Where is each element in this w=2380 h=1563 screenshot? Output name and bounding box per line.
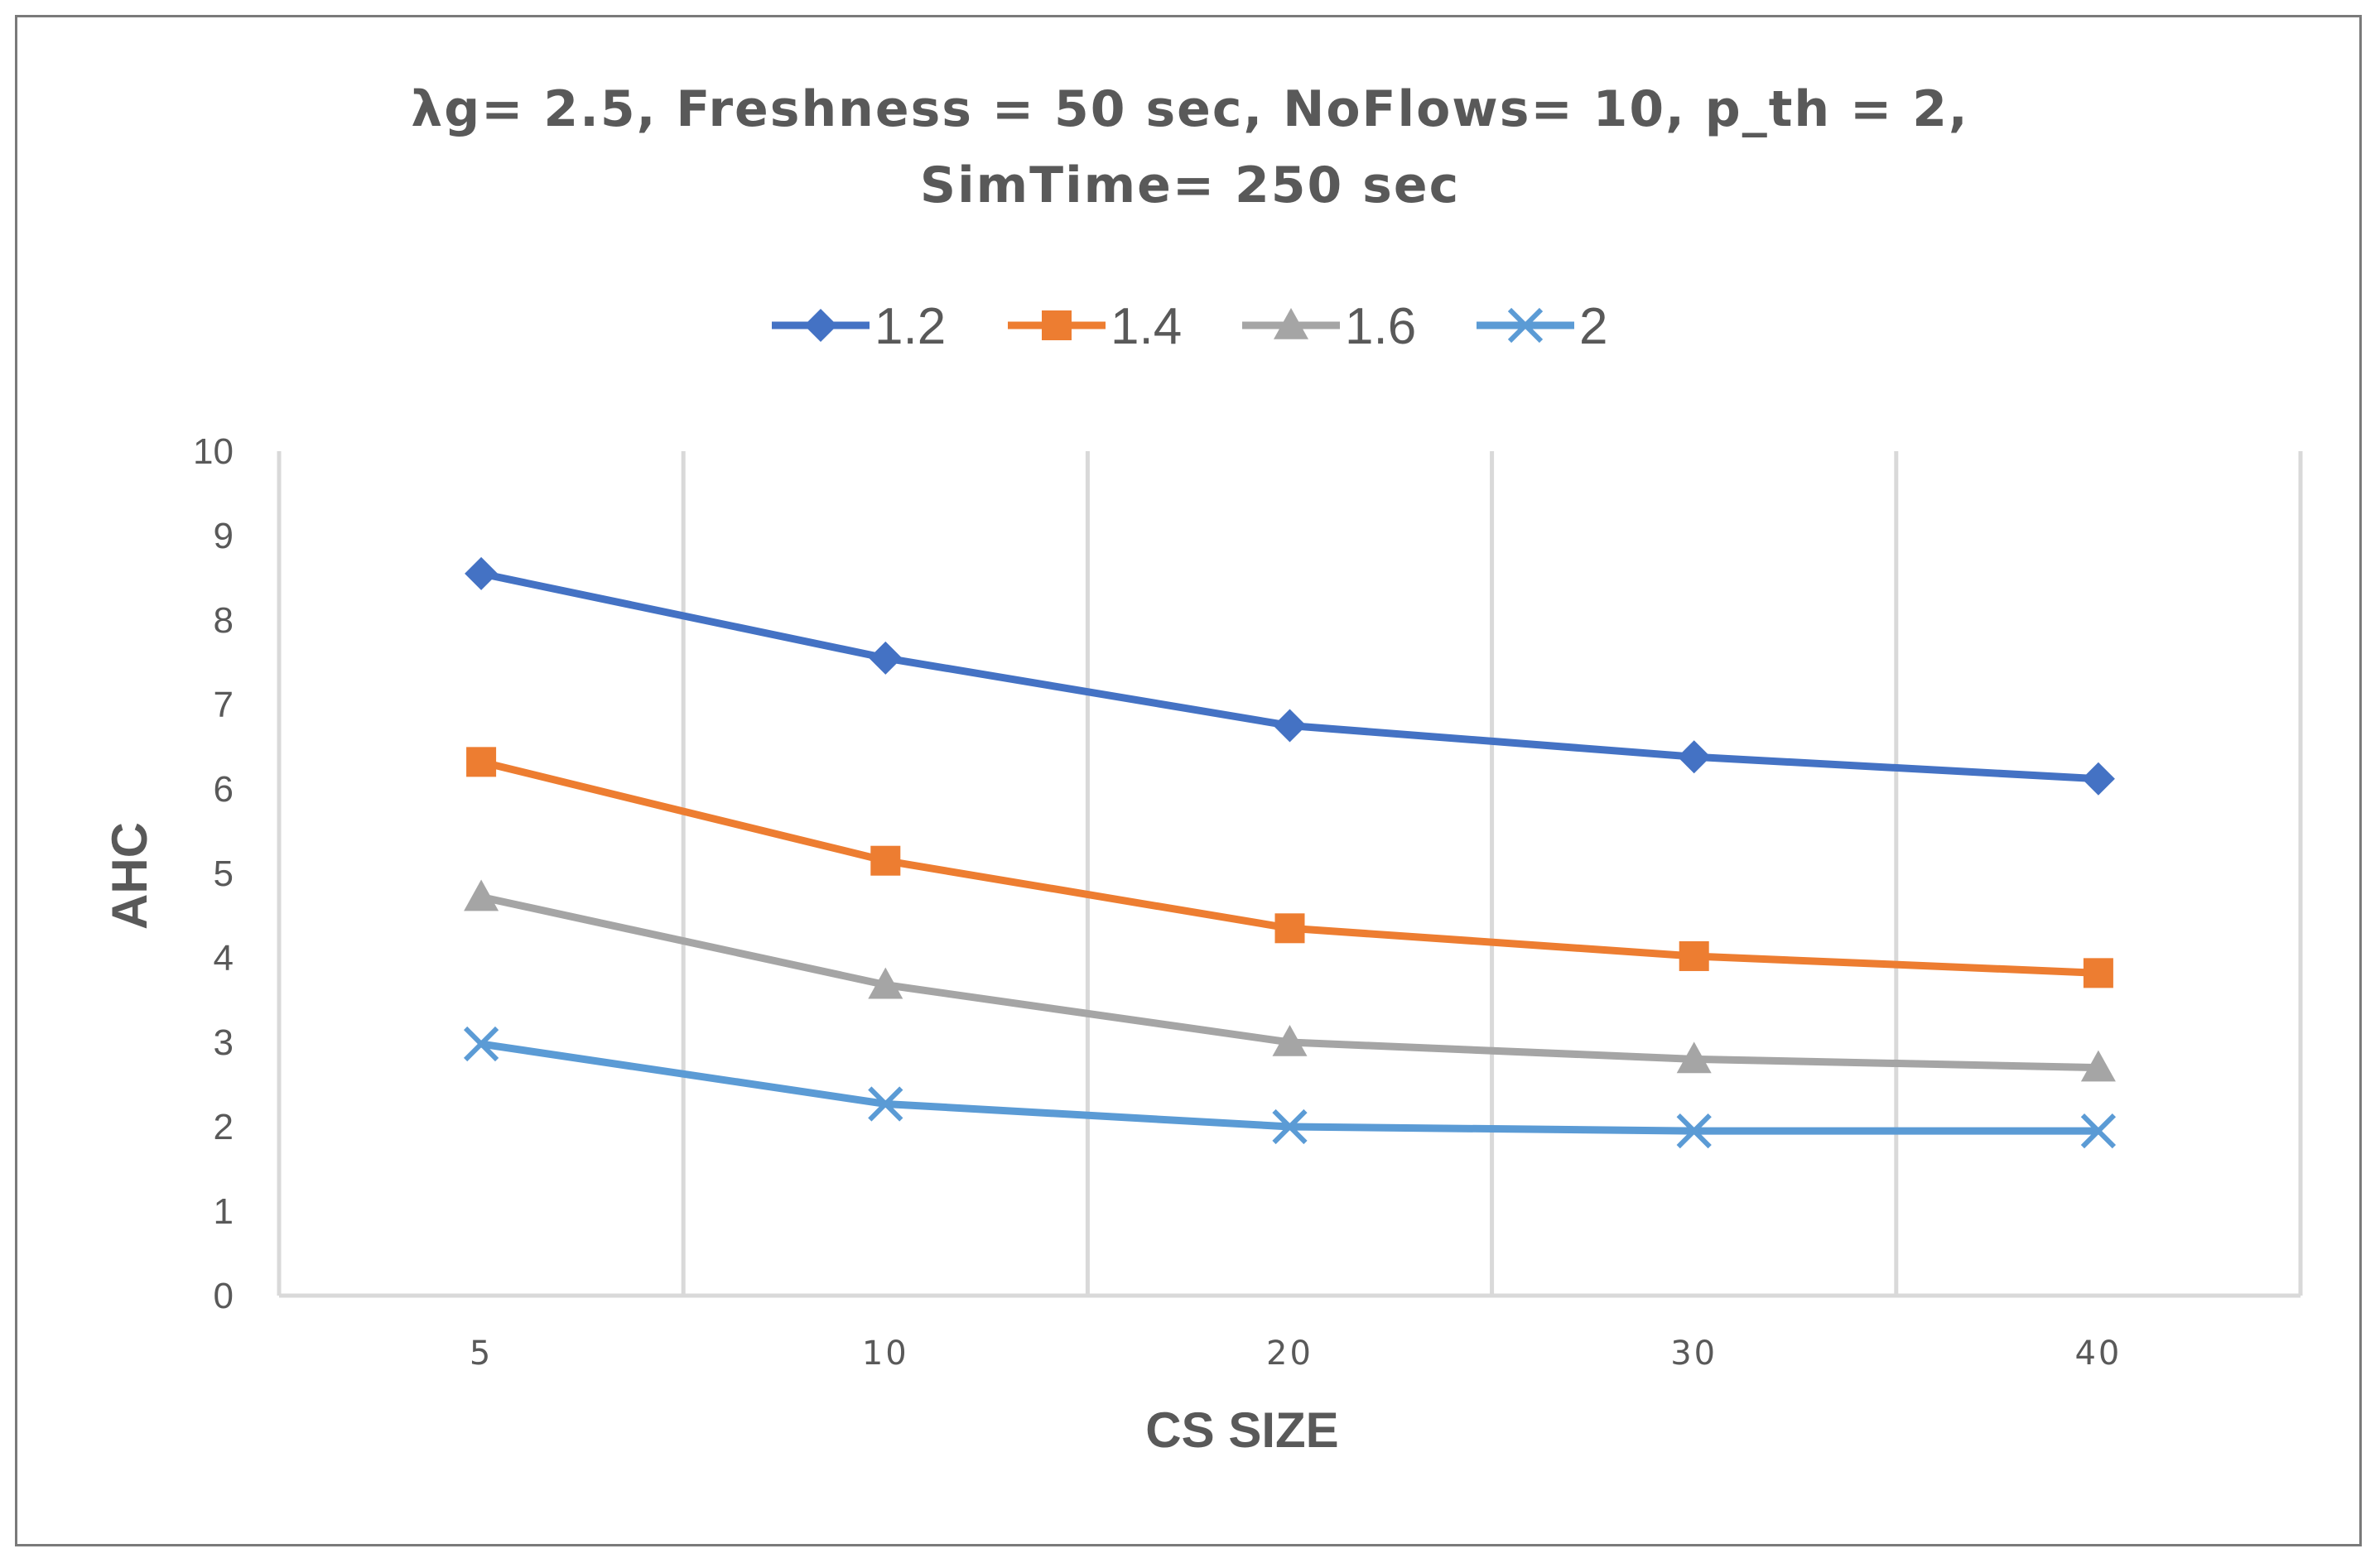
data-point [868,967,903,999]
legend-marker [1507,307,1544,344]
data-point [464,879,499,911]
y-tick-label: 8 [214,600,234,641]
legend-label: 1.6 [1345,298,1416,355]
y-tick-label: 1 [214,1191,234,1232]
series-1-2 [465,556,2115,796]
data-point [465,556,499,590]
y-axis-ticks: 0 1 2 3 4 5 6 7 8 9 10 [193,431,234,1316]
legend: 1.2 1.4 1.6 2 [772,298,1607,355]
data-point [2083,958,2113,988]
y-tick-label: 5 [214,854,234,894]
data-point [2080,1113,2117,1149]
series-1-4 [466,747,2113,988]
data-point [2081,762,2115,796]
y-tick-label: 2 [214,1107,234,1147]
y-tick-label: 7 [214,685,234,725]
y-tick-label: 9 [214,516,234,556]
x-tick-label: 10 [862,1335,909,1373]
data-point [1272,1025,1308,1056]
x-tick-label: 30 [1670,1335,1718,1373]
x-axis-title: CS SIZE [1145,1402,1338,1458]
series-line [477,570,2103,783]
legend-marker [804,309,837,342]
series-2 [463,1026,2117,1149]
chart-title-line-2: SimTime= 250 sec [920,156,1460,214]
data-point [1273,709,1307,743]
legend-marker [1274,308,1308,339]
series-line [477,1040,2103,1135]
y-tick-label: 4 [214,938,234,979]
data-point [466,747,497,777]
data-point [868,1086,903,1122]
series-layer [463,556,2117,1149]
y-axis-title: AHC [102,822,157,930]
y-tick-label: 6 [214,769,234,810]
data-point [1677,740,1711,774]
data-point [2080,1050,2116,1082]
data-point [463,1026,499,1062]
y-tick-label: 0 [214,1276,234,1316]
data-point [1676,1113,1712,1149]
chart-title-line-1: λg= 2.5, Freshness = 50 sec, NoFlows= 10… [411,80,1968,138]
x-tick-label: 5 [470,1335,493,1373]
legend-label: 1.2 [874,298,946,355]
legend-label: 2 [1579,298,1607,355]
legend-item: 1.4 [1008,298,1182,355]
legend-item: 1.6 [1242,298,1416,355]
legend-label: 1.4 [1111,298,1182,355]
legend-item: 1.2 [772,298,946,355]
legend-item: 2 [1477,298,1607,355]
x-tick-label: 20 [1266,1335,1313,1373]
y-tick-label: 3 [214,1022,234,1063]
chart-frame [15,15,2362,1546]
data-point [870,845,901,876]
series-1-6 [464,879,2116,1082]
legend-marker [1042,310,1072,340]
y-tick-label: 10 [193,431,234,472]
data-point [1679,940,1709,971]
x-axis-ticks: 5 10 20 30 40 [470,1335,2122,1373]
data-point [1676,1041,1712,1074]
data-point [869,641,903,675]
gridlines [277,451,2303,1298]
data-point [1272,1109,1308,1145]
data-point [1274,913,1305,944]
x-tick-label: 40 [2074,1335,2122,1373]
